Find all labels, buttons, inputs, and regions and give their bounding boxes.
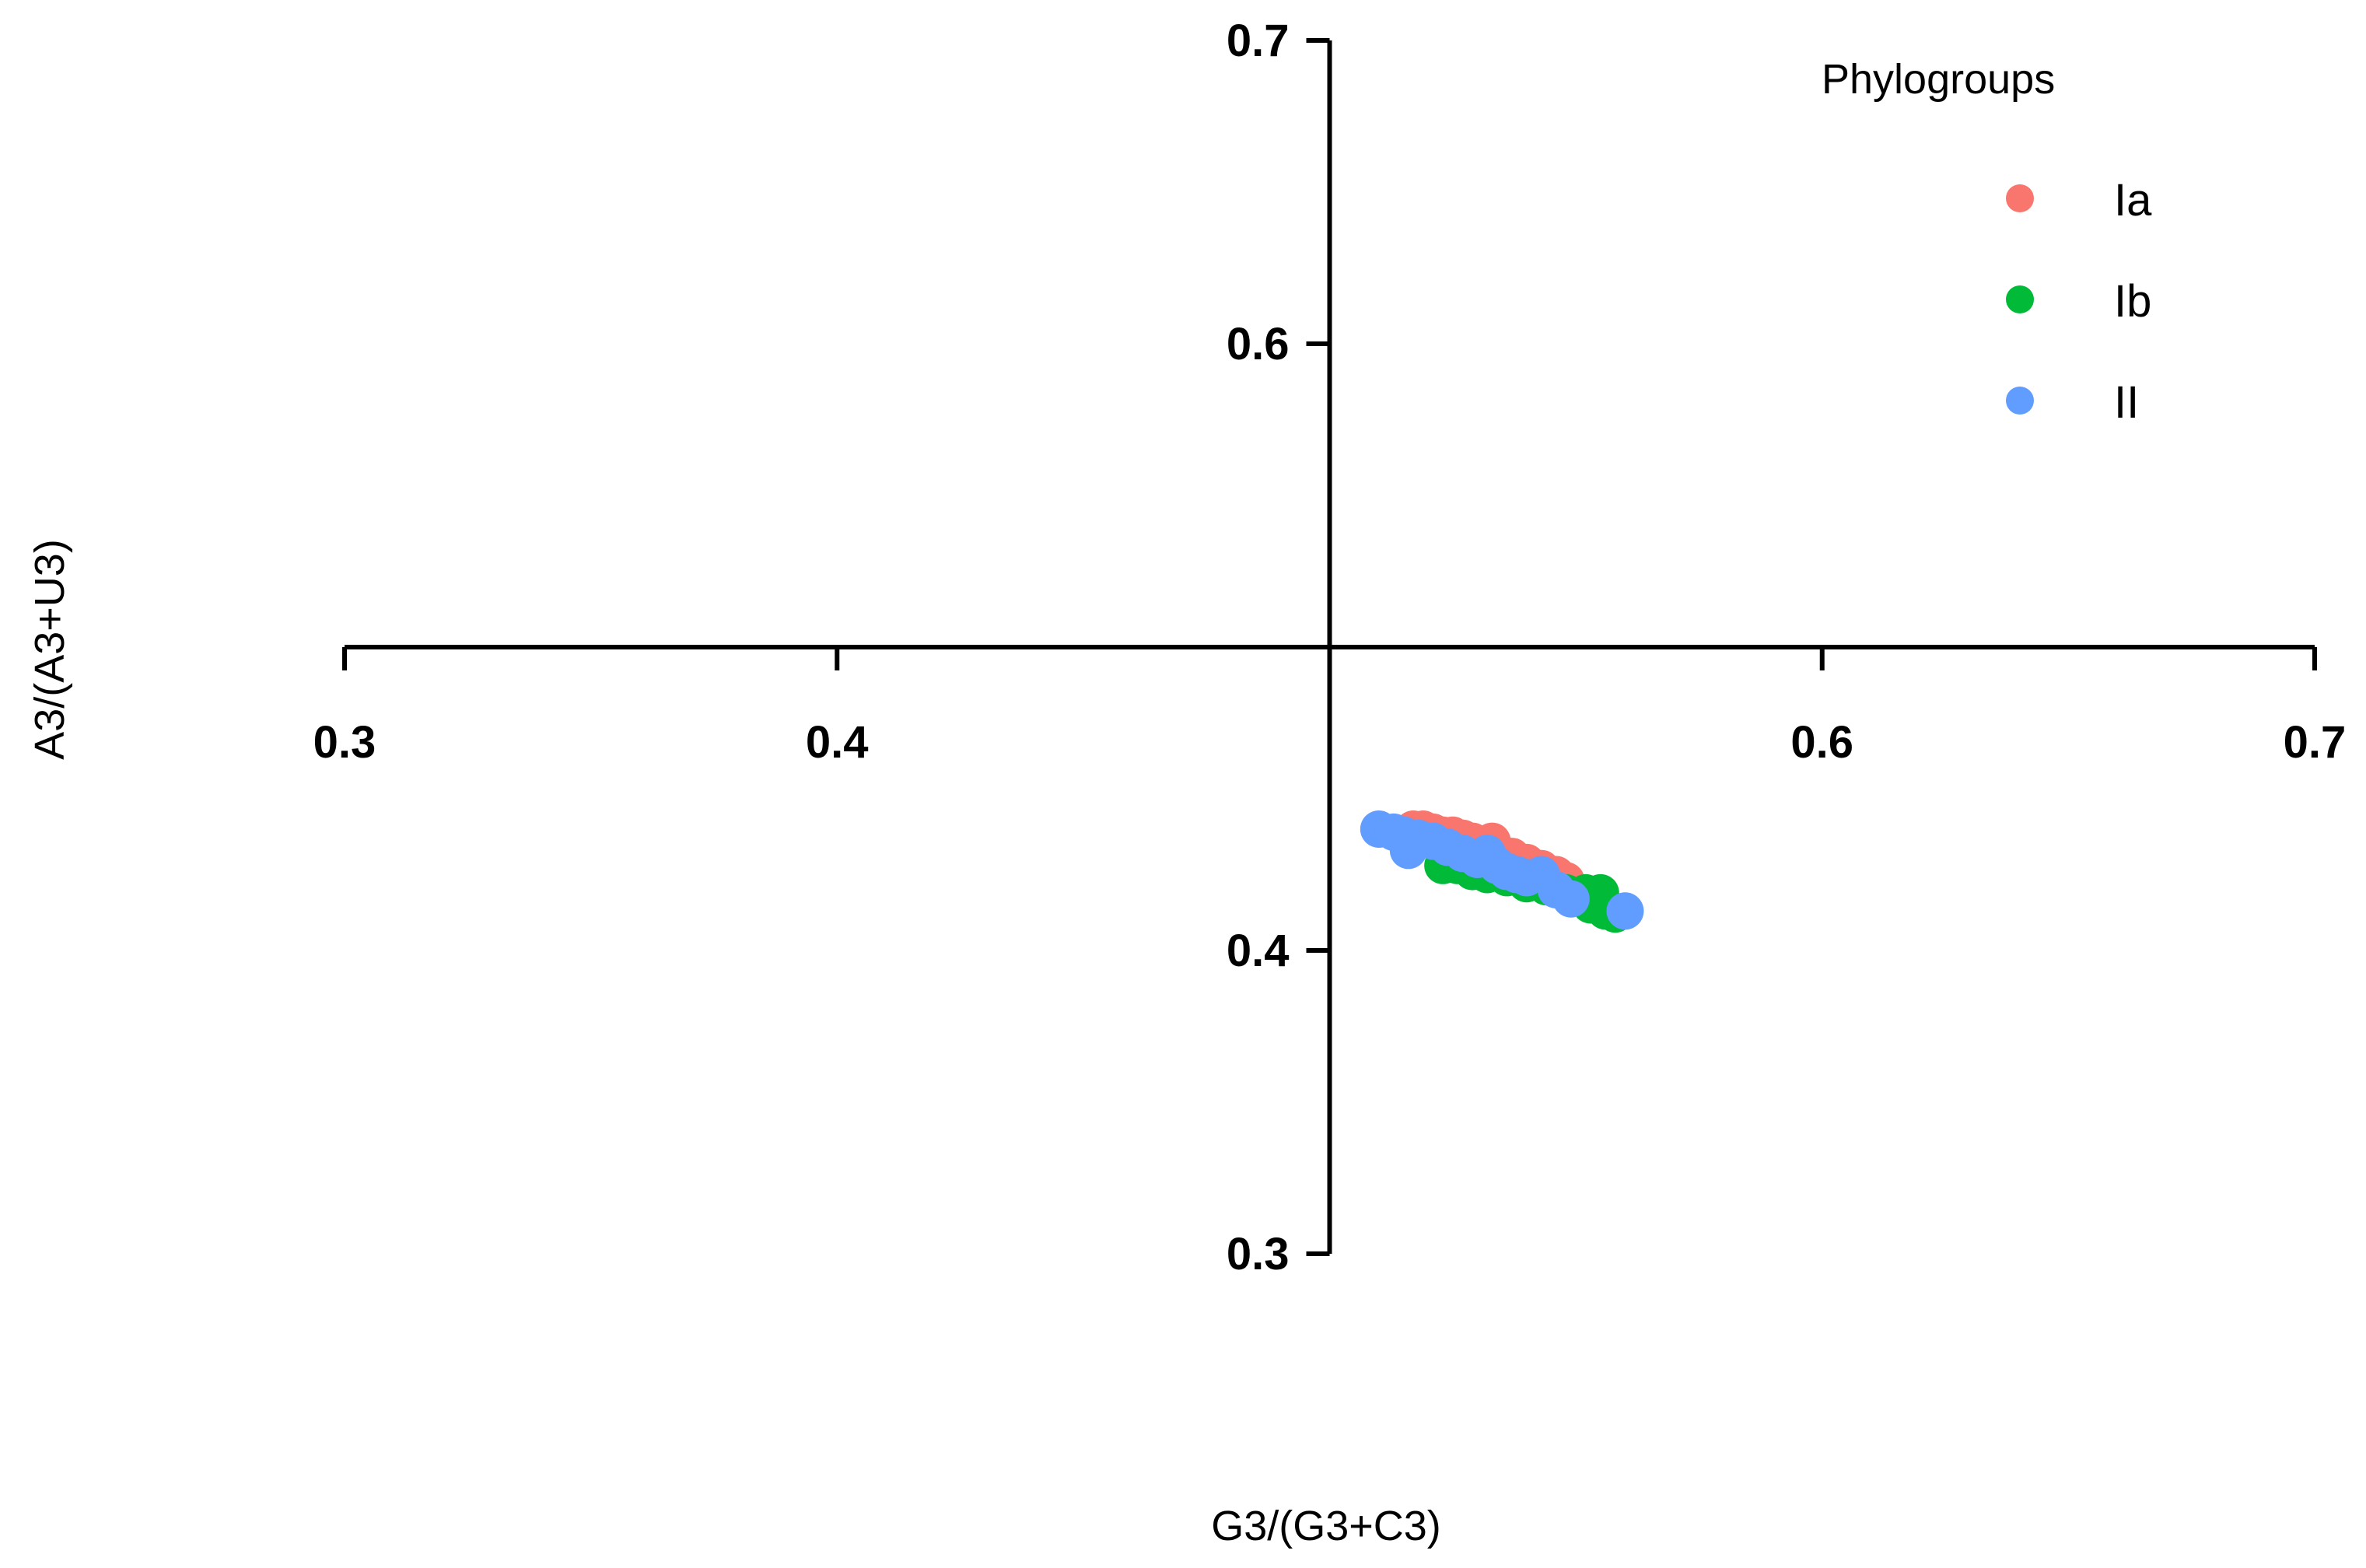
legend-swatch-ii (2006, 387, 2034, 415)
axes (345, 40, 2315, 1254)
y-tick-label: 0.4 (1227, 926, 1290, 976)
x-axis-ticks: 0.3 0.4 0.6 0.7 (313, 647, 2347, 768)
y-axis-title: A3/(A3+U3) (26, 539, 73, 760)
data-point-ii (1552, 880, 1590, 918)
x-tick-label: 0.4 (806, 717, 869, 768)
x-tick-label: 0.3 (313, 717, 376, 768)
y-tick-label: 0.3 (1227, 1229, 1290, 1279)
legend-swatch-ib (2006, 285, 2034, 313)
y-tick-label: 0.6 (1227, 319, 1290, 369)
legend-label-ii: II (2114, 377, 2139, 428)
legend-title: Phylogroups (1822, 56, 2055, 103)
y-axis-ticks: 0.7 0.6 0.4 0.3 (1227, 16, 1330, 1279)
data-points (1360, 810, 1644, 933)
data-point-ii (1606, 892, 1644, 930)
legend-label-ib: Ib (2114, 276, 2151, 327)
legend: Phylogroups Ia Ib II (1822, 56, 2152, 428)
legend-swatch-ia (2006, 184, 2034, 212)
x-axis-title: G3/(G3+C3) (1211, 1503, 1441, 1549)
legend-label-ia: Ia (2114, 175, 2152, 226)
x-tick-label: 0.6 (1790, 717, 1853, 768)
y-tick-label: 0.7 (1227, 16, 1290, 66)
x-tick-label: 0.7 (2284, 717, 2347, 768)
